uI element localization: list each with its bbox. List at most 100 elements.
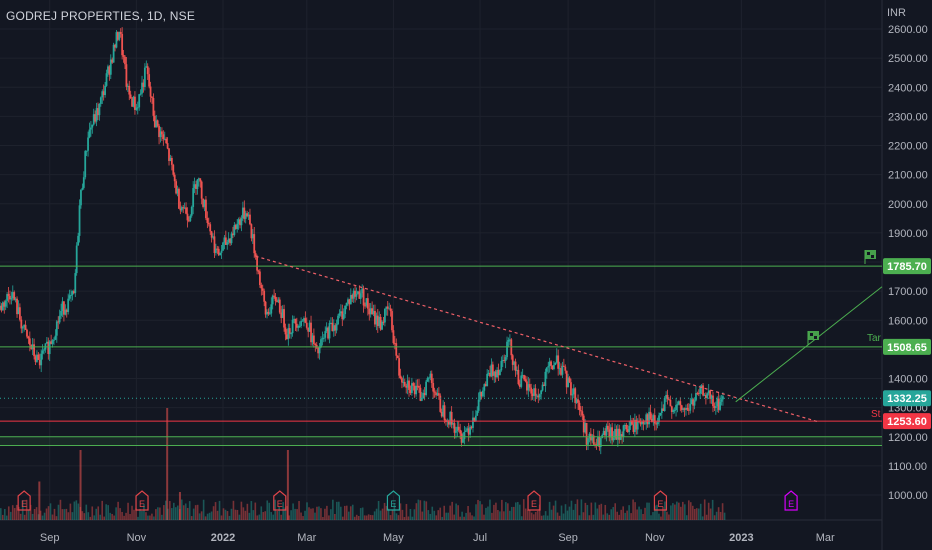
- candle-body: [685, 407, 687, 410]
- candle-body: [653, 415, 656, 424]
- candle-body: [317, 347, 320, 354]
- candle-body: [195, 184, 197, 190]
- candle-body: [413, 385, 416, 395]
- volume-bar: [522, 499, 525, 520]
- candle-body: [435, 392, 437, 396]
- candle-body: [562, 365, 565, 367]
- volume-bar: [367, 514, 370, 520]
- candle-body: [0, 305, 3, 311]
- candle-body: [240, 218, 243, 226]
- candle-body: [303, 318, 305, 321]
- candle-body: [624, 425, 626, 427]
- candle-body: [412, 383, 415, 386]
- candle-body: [598, 436, 601, 448]
- earnings-marker-icon: E: [17, 490, 31, 511]
- volume-bar: [580, 499, 583, 520]
- volume-bar: [135, 508, 137, 520]
- candle-body: [196, 179, 199, 190]
- candle-body: [669, 399, 672, 407]
- candle-body: [176, 188, 179, 194]
- volume-bar: [157, 507, 159, 520]
- volume-bar: [83, 513, 86, 520]
- candle-body: [395, 343, 398, 356]
- volume-bar: [322, 516, 324, 520]
- volume-bar: [417, 499, 420, 520]
- candle-body: [199, 178, 202, 182]
- x-tick-label: Jul: [473, 532, 487, 544]
- volume-bar: [159, 507, 161, 520]
- candle-body: [125, 64, 128, 87]
- volume-bar: [648, 502, 650, 520]
- candle-body: [314, 343, 317, 345]
- candle-body: [405, 385, 408, 388]
- y-tick-label: 2100.00: [888, 170, 928, 182]
- volume-bar: [548, 501, 551, 520]
- volume-bar: [387, 508, 390, 520]
- candle-body: [182, 207, 185, 209]
- candle-body: [378, 316, 381, 327]
- volume-bar: [349, 506, 352, 520]
- candle-body: [599, 438, 602, 448]
- candle-body: [422, 392, 425, 398]
- y-tick-label: 2500.00: [888, 53, 928, 65]
- candle-body: [511, 355, 514, 365]
- volume-bar: [320, 508, 322, 520]
- volume-bar: [240, 501, 243, 520]
- volume-bar: [31, 513, 34, 520]
- volume-bar: [453, 514, 455, 520]
- candle-body: [192, 188, 195, 207]
- candle-body: [689, 404, 692, 411]
- candle-body: [408, 380, 410, 390]
- candle-body: [388, 308, 391, 310]
- volume-bar: [242, 507, 245, 520]
- volume-bar: [151, 513, 153, 520]
- candle-body: [527, 384, 530, 391]
- volume-spike: [178, 492, 181, 520]
- candle-body: [641, 421, 643, 425]
- candle-body: [469, 426, 472, 435]
- candle-body: [597, 436, 599, 446]
- volume-bar: [53, 508, 56, 520]
- volume-bar: [520, 516, 523, 520]
- volume-bar: [161, 514, 163, 520]
- candle-body: [366, 298, 369, 309]
- candle-body: [246, 213, 249, 217]
- candle-body: [175, 181, 178, 194]
- volume-bar: [57, 504, 60, 520]
- candle-body: [205, 199, 207, 219]
- volume-bar: [73, 501, 76, 520]
- volume-bar: [29, 504, 32, 520]
- candle-body: [315, 344, 318, 348]
- candle-body: [27, 336, 30, 339]
- candle-body: [602, 431, 605, 435]
- volume-bar: [421, 511, 424, 520]
- candle-body: [229, 238, 231, 244]
- candle-body: [153, 115, 156, 128]
- candle-body: [197, 178, 200, 180]
- last-price-tag-label: 1332.25: [887, 393, 927, 405]
- candle-body: [266, 311, 268, 315]
- candle-body: [149, 86, 152, 97]
- candle-body: [507, 340, 510, 342]
- candle-body: [203, 199, 206, 207]
- volume-bar: [524, 508, 527, 520]
- candle-body: [264, 301, 267, 315]
- candle-body: [696, 393, 699, 395]
- candle-body: [496, 369, 499, 378]
- volume-bar: [572, 509, 575, 520]
- volume-bar: [686, 515, 688, 520]
- level-price-tag-label: 1508.65: [887, 342, 927, 354]
- volume-bar: [660, 516, 662, 520]
- candle-body: [582, 415, 585, 433]
- level-price-tag-label: 1785.70: [887, 261, 927, 273]
- candle-body: [352, 290, 355, 299]
- volume-bar: [123, 515, 125, 520]
- candle-body: [107, 66, 109, 74]
- volume-bar: [691, 505, 694, 520]
- volume-bar: [296, 509, 298, 520]
- volume-bar: [314, 512, 316, 520]
- volume-bar: [103, 516, 105, 520]
- volume-bar: [620, 509, 622, 520]
- y-tick-label: 1100.00: [888, 461, 927, 473]
